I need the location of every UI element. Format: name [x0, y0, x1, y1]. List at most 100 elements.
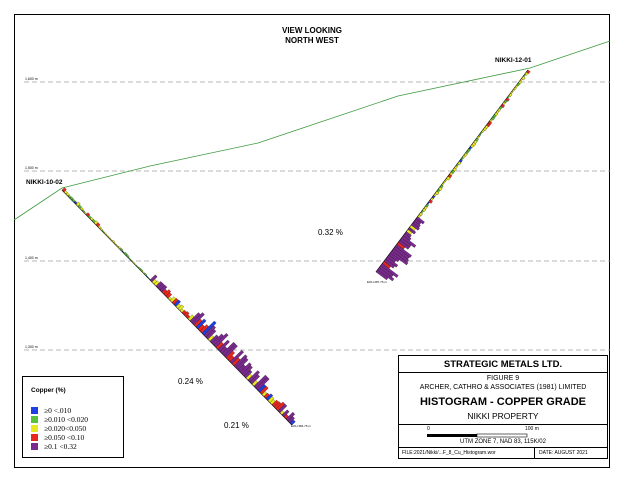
legend-label: ≥0.050 <0.10 — [44, 433, 85, 442]
nikki-12-01-assay-bar — [518, 80, 522, 85]
nikki-10-02-assay-bar — [205, 329, 217, 340]
scale-bar — [427, 433, 528, 438]
nikki-12-01-assay-bar — [463, 152, 468, 157]
legend-label: ≥0 <.010 — [44, 406, 72, 415]
nikki-10-02-assay-bar — [223, 344, 238, 358]
nikki-12-01-assay-bar — [438, 186, 443, 191]
grade-label-nikki-10-02: 0.24 % — [178, 377, 203, 386]
property-name: NIKKI PROPERTY — [467, 411, 539, 421]
projection-info: UTM ZONE 7, NAD 83, 115K/02 — [460, 439, 546, 445]
figure-number: FIGURE 9 — [486, 375, 520, 382]
nikki-10-02-assay-bar — [173, 299, 181, 307]
legend-swatch — [31, 443, 38, 450]
figure-date: DATE: AUGUST 2021 — [539, 450, 588, 456]
nikki-10-02-assay-bar — [217, 339, 230, 352]
nikki-10-02-assay-bar — [119, 247, 124, 252]
elevation-label-1500: 1,500 m — [25, 166, 38, 170]
nikki-10-02-assay-bar — [265, 393, 274, 401]
legend-swatch — [31, 434, 38, 441]
elevation-label-1400: 1,400 m — [25, 256, 38, 260]
nikki-10-02-assay-bar — [65, 192, 70, 197]
nikki-12-01-assay-bar — [407, 227, 417, 235]
nikki-12-01-assay-bar — [497, 108, 501, 112]
nikki-10-02-assay-bar — [183, 311, 190, 317]
nikki-10-02-assay-bar — [247, 370, 260, 383]
eoh-label-nikki-12-01: EOH 287.76 m — [367, 280, 387, 284]
nikki-10-02-assay-bar — [259, 385, 269, 395]
nikki-10-02-assay-bar — [103, 232, 107, 236]
nikki-12-01-assay-bar — [508, 93, 513, 97]
scale-start-label: 0 — [427, 426, 430, 432]
nikki-12-01-assay-bar — [505, 97, 510, 102]
legend-title: Copper (%) — [31, 387, 66, 394]
consultant-name: ARCHER, CATHRO & ASSOCIATES (1981) LIMIT… — [419, 384, 587, 391]
nikki-12-01-assay-bar — [471, 142, 477, 147]
nikki-12-01-assay-bar — [524, 71, 529, 76]
nikki-10-02-assay-bar — [229, 349, 244, 364]
nikki-12-01-assay-bar — [511, 88, 515, 93]
nikki-10-02-assay-bar — [149, 274, 158, 283]
nikki-12-01-assay-bar — [411, 222, 420, 231]
nikki-12-01-assay-bar — [446, 176, 451, 181]
map-frame — [14, 14, 610, 468]
nikki-10-02-assay-bar — [267, 396, 275, 403]
nikki-12-01-assay-bar — [526, 69, 531, 74]
topography-line — [13, 40, 611, 221]
nikki-12-01-assay-bar — [435, 191, 440, 196]
drillhole-label-nikki-12-01: NIKKI-12-01 — [495, 57, 532, 64]
nikki-12-01-assay-bar — [395, 244, 412, 258]
nikki-10-02-assay-bar — [281, 409, 290, 418]
eoh-label-nikki-10-02: EOH 384.76 m — [291, 424, 311, 428]
legend-swatch — [31, 425, 38, 432]
nikki-12-01-assay-bar — [467, 148, 471, 153]
legend-swatch — [31, 416, 38, 423]
legend-label: ≥0.020<0.050 — [44, 424, 87, 433]
nikki-10-02-assay-bar — [123, 251, 128, 256]
nikki-10-02-assay-bar — [111, 239, 116, 244]
nikki-12-01-assay-bar — [444, 178, 448, 182]
nikki-10-02-assay-bar — [61, 187, 67, 193]
view-direction-line-2: NORTH WEST — [285, 36, 339, 45]
nikki-10-02-assay-bar — [233, 354, 248, 368]
company-name: STRATEGIC METALS LTD. — [443, 359, 563, 370]
legend-item: ≥0.020<0.050 — [31, 424, 86, 433]
nikki-10-02-assay-bar — [277, 403, 288, 413]
nikki-10-02-assay-bar — [201, 320, 217, 336]
nikki-10-02-assay-bar — [285, 411, 296, 422]
nikki-12-01-assay-bar — [516, 82, 521, 87]
nikki-10-02-assay-bar — [79, 206, 84, 211]
file-path: FILE:2021/Nikki/...F_8_Cu_Histogram.wor — [402, 450, 496, 456]
nikki-12-01-assay-bar — [390, 250, 409, 266]
nikki-12-01-assay-bar — [383, 259, 395, 269]
nikki-10-02-assay-bar — [131, 260, 135, 264]
nikki-10-02-assay-bar — [107, 236, 111, 240]
title-block: STRATEGIC METALS LTD. FIGURE 9 ARCHER, C… — [398, 355, 608, 459]
nikki-12-01-assay-bar — [481, 129, 485, 133]
nikki-10-02-assay-bar — [165, 292, 172, 299]
nikki-10-02-assay-bar — [243, 369, 253, 379]
nikki-10-02-assay-bar — [163, 289, 172, 297]
nikki-12-01-assay-bar — [415, 216, 425, 225]
view-direction-label: VIEW LOOKING NORTH WEST — [0, 26, 624, 46]
nikki-12-01-assay-bar — [401, 235, 417, 248]
nikki-10-02-assay-bar — [159, 285, 168, 293]
nikki-12-01-assay-bar — [486, 122, 491, 128]
nikki-12-01-assay-bar — [385, 256, 399, 268]
nikki-10-02-assay-bar — [213, 333, 229, 348]
copper-legend: Copper (%) ≥0 <.010 ≥0.010 <0.020 ≥0.020… — [22, 376, 124, 458]
nikki-10-02-assay-bar — [99, 227, 104, 232]
nikki-10-02-assay-bar — [241, 365, 253, 377]
nikki-10-02-assay-bar — [143, 272, 148, 277]
legend-item: ≥0 <.010 — [31, 406, 71, 415]
nikki-10-02-assay-bar — [239, 362, 252, 375]
nikki-12-01-assay-bar — [375, 269, 389, 281]
nikki-10-02-assay-bar — [225, 350, 235, 360]
nikki-10-02-assay-bar — [287, 416, 295, 424]
grade-label-nikki-12-01: 0.32 % — [318, 228, 343, 237]
nikki-10-02-assay-bar — [97, 225, 102, 230]
nikki-10-02-assay-bar — [125, 254, 130, 258]
nikki-10-02-assay-bar — [255, 376, 270, 391]
nikki-10-02-assay-bar — [75, 201, 81, 207]
nikki-10-02-assay-bar — [69, 196, 74, 201]
